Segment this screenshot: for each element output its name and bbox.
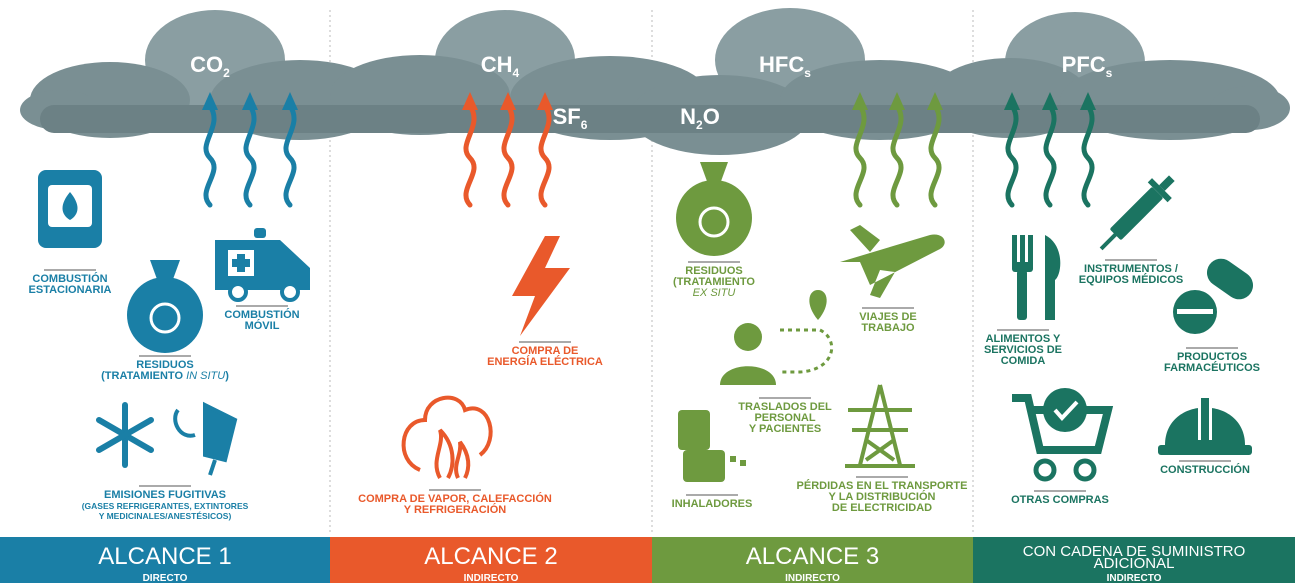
bag-icon <box>127 260 203 353</box>
syringe-icon <box>1091 168 1182 259</box>
gas-label: HFCs <box>759 52 811 80</box>
item-label: EMISIONES FUGITIVAS <box>104 489 226 501</box>
cutlery-icon <box>1012 235 1060 320</box>
label-text: ) <box>225 370 229 382</box>
mask-icon <box>175 405 235 475</box>
item-label: OTRAS COMPRAS <box>1011 494 1109 506</box>
person-icon <box>720 290 832 385</box>
item-label: MÓVIL <box>245 319 280 332</box>
item-label: FARMACÉUTICOS <box>1164 361 1260 374</box>
gas-subscript: s <box>1106 66 1113 80</box>
scope-subtitle: INDIRECTO <box>785 573 840 583</box>
inhaler-icon <box>678 410 746 482</box>
infographic: COMBUSTIÓNESTACIONARIARESIDUOS(TRATAMIEN… <box>0 0 1295 583</box>
cart-icon <box>1012 388 1108 479</box>
item-label: COMIDA <box>1001 355 1046 367</box>
label-italic: EX SITU <box>693 287 736 299</box>
item-label: TRABAJO <box>861 322 915 334</box>
item-note: Y MEDICINALES/ANESTÉSICOS) <box>99 511 232 521</box>
item-label: CONSTRUCCIÓN <box>1160 463 1250 476</box>
gas-formula: SF <box>553 104 581 129</box>
gas-subscript: 2 <box>223 66 230 80</box>
gas-formula-end: O <box>703 104 720 129</box>
scope-title: ALCANCE 2 <box>424 543 557 570</box>
bag-icon <box>676 162 752 256</box>
labels: COMBUSTIÓNESTACIONARIARESIDUOS(TRATAMIEN… <box>29 260 1260 521</box>
item-label: INHALADORES <box>672 498 753 510</box>
item-label: ESTACIONARIA <box>29 284 112 296</box>
gas-formula: HFC <box>759 52 804 77</box>
snowflake-icon <box>99 405 151 465</box>
item-label: DE ELECTRICIDAD <box>832 502 932 514</box>
item-label: (TRATAMIENTO IN SITU) <box>101 370 229 382</box>
gas-formula: PFC <box>1062 52 1106 77</box>
item-label: EX SITU <box>693 287 736 299</box>
gas-label: PFCs <box>1062 52 1113 80</box>
helmet-icon <box>1158 398 1252 455</box>
gas-subscript: s <box>804 66 811 80</box>
scope-title: ADICIONAL <box>1094 555 1175 572</box>
item-label: ENERGÍA ELÉCTRICA <box>487 355 603 368</box>
footer: ALCANCE 1 DIRECTO ALCANCE 2 INDIRECTO ALCANC… <box>0 537 1295 583</box>
gas-subscript: 4 <box>513 66 520 80</box>
scope-subtitle: INDIRECTO <box>464 573 519 583</box>
item-label: EQUIPOS MÉDICOS <box>1079 273 1184 286</box>
gas-formula: CH <box>481 52 513 77</box>
item-label: Y REFRIGERACIÓN <box>404 503 507 516</box>
gas-subscript: 6 <box>581 118 588 132</box>
scope-title: ALCANCE 3 <box>746 543 879 570</box>
gas-formula: CO <box>190 52 223 77</box>
scope-title: ALCANCE 1 <box>98 543 231 570</box>
scope-subtitle: INDIRECTO <box>1107 573 1162 583</box>
item-note: (GASES REFRIGERANTES, EXTINTORES <box>82 501 249 511</box>
steam-icon <box>404 398 491 478</box>
item-label: Y PACIENTES <box>749 423 821 435</box>
label-italic: IN SITU <box>186 370 225 382</box>
label-text: (TRATAMIENTO <box>101 370 186 382</box>
ambulance-icon <box>215 228 310 300</box>
tower-icon <box>845 385 915 466</box>
lightning-icon <box>512 236 570 336</box>
plane-icon <box>840 225 945 298</box>
icons-scope-4 <box>1012 168 1259 479</box>
scope-subtitle: DIRECTO <box>143 573 188 583</box>
gas-formula: N <box>680 104 696 129</box>
page: { "gases": [ {"base": "CO", "sub": "2"},… <box>0 0 1295 583</box>
pills-icon <box>1173 253 1259 334</box>
